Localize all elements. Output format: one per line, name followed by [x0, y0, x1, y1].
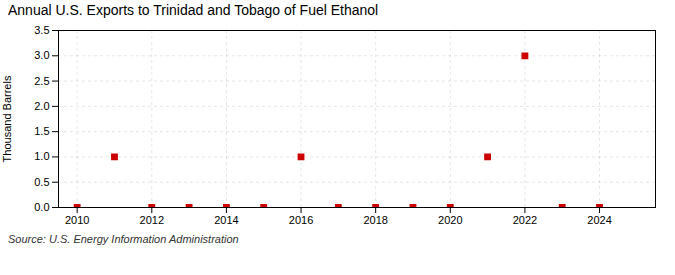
svg-text:2018: 2018: [363, 214, 387, 226]
svg-text:2024: 2024: [587, 214, 611, 226]
svg-text:3.5: 3.5: [34, 24, 49, 36]
html-text:Source: U.S. Energy Informatio: Source: U.S. Energy Information Administ…: [8, 233, 239, 245]
svg-text:0.5: 0.5: [34, 176, 49, 188]
svg-text:Thousand Barrels: Thousand Barrels: [1, 75, 13, 162]
svg-text:2022: 2022: [513, 214, 537, 226]
svg-text:2.0: 2.0: [34, 100, 49, 112]
svg-text:2010: 2010: [65, 214, 89, 226]
svg-text:1.0: 1.0: [34, 150, 49, 162]
svg-text:2016: 2016: [289, 214, 313, 226]
html-text:Annual U.S. Exports to Trinida: Annual U.S. Exports to Trinidad and Toba…: [8, 2, 379, 18]
svg-text:1.5: 1.5: [34, 125, 49, 137]
svg-text:3.0: 3.0: [34, 49, 49, 61]
svg-text:0.0: 0.0: [34, 201, 49, 213]
svg-text:2.5: 2.5: [34, 75, 49, 87]
svg-text:2012: 2012: [140, 214, 164, 226]
svg-text:2014: 2014: [214, 214, 238, 226]
svg-text:2020: 2020: [438, 214, 462, 226]
